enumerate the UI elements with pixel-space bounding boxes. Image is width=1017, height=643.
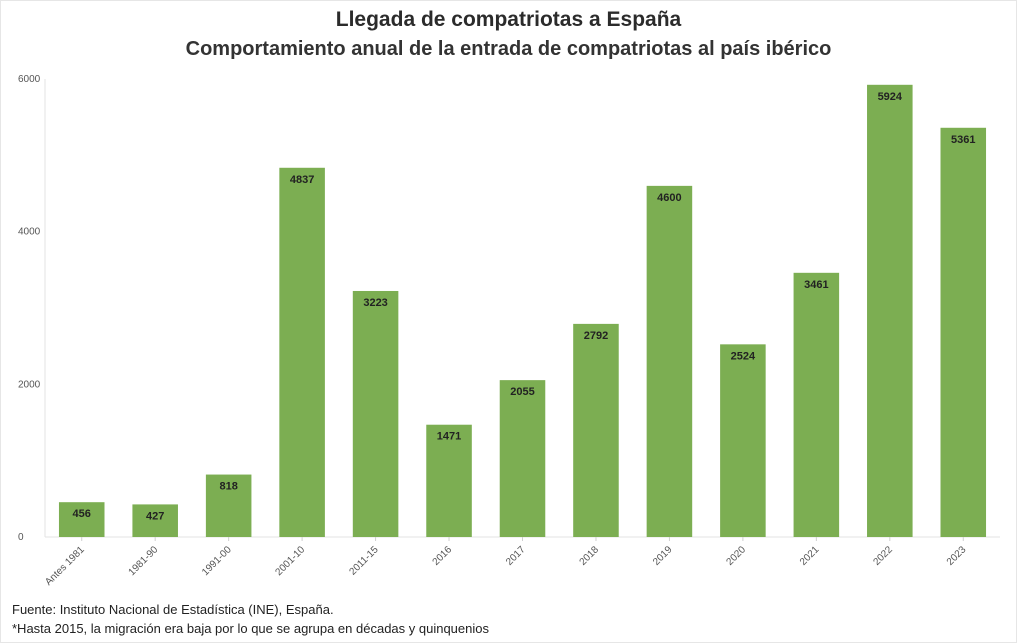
bar-chart: 0 2000 4000 6000 456 Antes 1981 427 1981-90 818 1… <box>18 74 1000 588</box>
x-tick-label: 2023 <box>945 544 969 568</box>
x-tick-label: 2021 <box>798 544 822 568</box>
y-tick-label: 6000 <box>18 74 41 85</box>
data-label: 5924 <box>878 91 903 103</box>
data-label: 2524 <box>731 350 756 362</box>
x-tick-label: 1981-90 <box>127 544 161 578</box>
bar <box>426 424 472 537</box>
footnote: *Hasta 2015, la migración era baja por l… <box>12 621 489 636</box>
bar <box>646 185 693 537</box>
data-label: 2055 <box>510 386 534 398</box>
x-tick-label: 2001-10 <box>274 544 308 578</box>
data-label: 2792 <box>584 330 608 342</box>
data-label: 3461 <box>804 279 828 291</box>
source-note: Fuente: Instituto Nacional de Estadístic… <box>12 602 334 617</box>
data-label: 818 <box>219 481 237 493</box>
x-tick-label: 2019 <box>651 544 675 568</box>
bar <box>793 272 840 537</box>
x-tick-label: 2017 <box>504 544 528 568</box>
bar <box>132 504 178 537</box>
bar <box>499 380 546 537</box>
bar <box>279 167 325 537</box>
bar <box>867 84 913 537</box>
data-label: 4837 <box>290 174 314 186</box>
bar <box>720 344 766 537</box>
bar <box>573 323 619 537</box>
x-tick-label: 2018 <box>578 544 602 568</box>
data-label: 1471 <box>437 431 461 443</box>
x-tick-label: Antes 1981 <box>43 544 87 588</box>
x-tick-label: 2011-15 <box>347 544 381 578</box>
bar <box>58 502 105 537</box>
data-label: 456 <box>73 508 91 520</box>
bar <box>940 127 987 537</box>
bar <box>205 474 252 537</box>
data-label: 427 <box>146 510 164 522</box>
data-label: 4600 <box>657 192 681 204</box>
chart-subtitle: Comportamiento anual de la entrada de co… <box>185 38 832 60</box>
x-tick-label: 2016 <box>431 544 455 568</box>
chart-title: Llegada de compatriotas a España <box>335 8 682 31</box>
x-tick-label: 2020 <box>724 544 748 568</box>
bar <box>352 290 399 537</box>
x-tick-label: 2022 <box>871 544 895 568</box>
x-tick-label: 1991-00 <box>200 544 234 578</box>
y-tick-label: 4000 <box>18 227 41 238</box>
data-label: 3223 <box>363 297 387 309</box>
y-tick-label: 0 <box>18 532 24 543</box>
data-label: 5361 <box>951 134 975 146</box>
y-tick-label: 2000 <box>18 379 41 390</box>
